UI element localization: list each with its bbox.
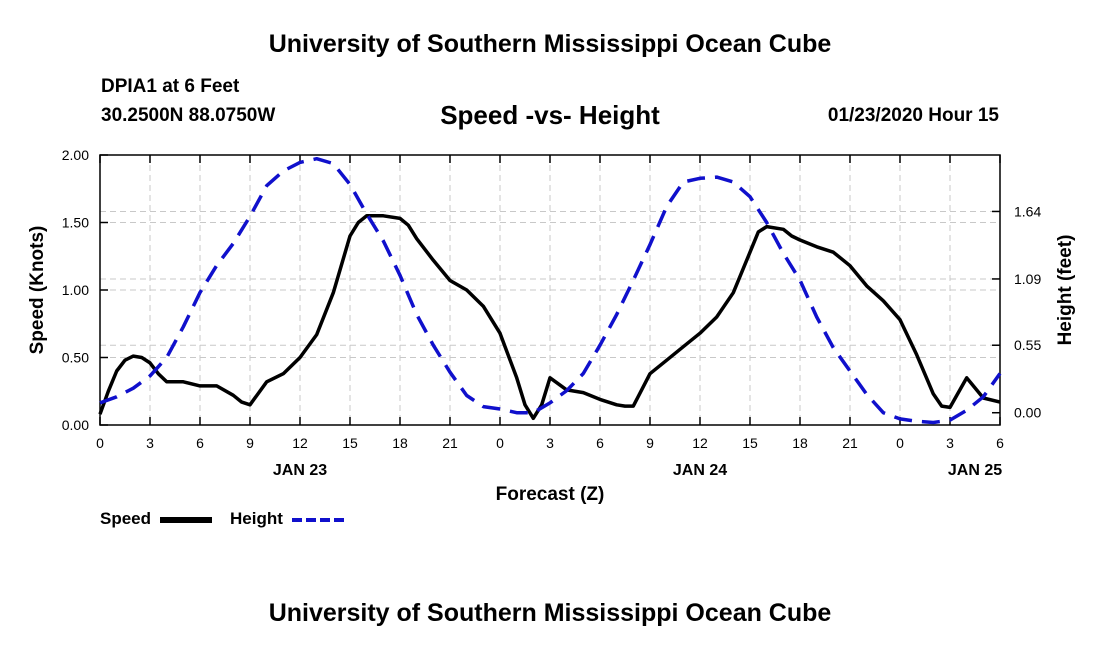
y-left-tick-label: 1.50 (62, 215, 89, 231)
x-tick-label: 0 (896, 435, 904, 451)
y-left-tick-label: 2.00 (62, 147, 89, 163)
y-right-tick-label: 1.09 (1014, 271, 1041, 287)
x-tick-label: 12 (692, 435, 708, 451)
y-left-tick-label: 0.50 (62, 350, 89, 366)
x-tick-label: 18 (392, 435, 408, 451)
x-tick-label: 18 (792, 435, 808, 451)
series-line-height (99, 156, 1002, 425)
x-tick-label: 3 (146, 435, 154, 451)
y-right-tick-label: 1.64 (1014, 203, 1041, 219)
series-line-speed (98, 214, 1001, 421)
x-tick-label: 0 (96, 435, 104, 451)
chart-title: Speed -vs- Height (440, 100, 660, 130)
date-label: JAN 23 (273, 462, 327, 479)
footer-title: University of Southern Mississippi Ocean… (268, 599, 832, 627)
x-tick-label: 6 (996, 435, 1004, 451)
legend-height-label: Height (230, 509, 283, 528)
x-tick-label: 21 (442, 435, 458, 451)
y-right-tick-label: 0.00 (1014, 405, 1041, 421)
y-left-tick-label: 0.00 (62, 417, 89, 433)
x-tick-label: 15 (742, 435, 758, 451)
x-tick-label: 21 (842, 435, 858, 451)
station-label: DPIA1 at 6 Feet (101, 76, 240, 97)
x-tick-label: 9 (646, 435, 654, 451)
page-title: University of Southern Mississippi Ocean… (268, 30, 832, 58)
y-left-tick-label: 1.00 (62, 282, 89, 298)
x-tick-label: 3 (546, 435, 554, 451)
y-left-axis-title: Speed (Knots) (27, 226, 48, 355)
coordinates-label: 30.2500N 88.0750W (101, 105, 276, 126)
x-axis-title: Forecast (Z) (496, 484, 605, 505)
x-tick-label: 9 (246, 435, 254, 451)
legend-speed-label: Speed (100, 509, 152, 528)
y-right-tick-label: 0.55 (1014, 337, 1041, 353)
x-tick-label: 6 (196, 435, 204, 451)
x-tick-label: 12 (292, 435, 308, 451)
date-label: JAN 24 (673, 462, 727, 479)
x-tick-label: 15 (342, 435, 358, 451)
x-tick-label: 6 (596, 435, 604, 451)
x-tick-label: 0 (496, 435, 504, 451)
datetime-label: 01/23/2020 Hour 15 (827, 105, 999, 126)
date-label: JAN 25 (948, 462, 1002, 479)
y-right-axis-title: Height (feet) (1055, 235, 1076, 346)
x-tick-label: 3 (946, 435, 954, 451)
